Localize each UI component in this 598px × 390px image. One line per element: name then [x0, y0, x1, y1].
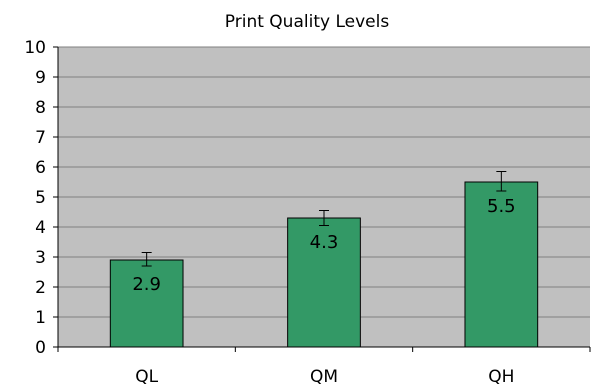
x-category-label: QH: [488, 367, 514, 387]
bar: [109, 259, 184, 348]
bars: 2.9 4.3 5.5: [109, 171, 539, 348]
bar: [464, 181, 539, 348]
chart-title: Print Quality Levels: [225, 12, 390, 32]
y-tick-label: 9: [35, 68, 46, 88]
y-tick-label: 0: [35, 338, 46, 358]
y-tick-label: 7: [35, 128, 46, 148]
x-axis-ticks: QL QM QH: [57, 347, 591, 387]
x-category-label: QM: [310, 367, 338, 387]
y-tick-label: 6: [35, 158, 46, 178]
y-tick-label: 3: [35, 248, 46, 268]
bar-value-label: 4.3: [310, 232, 339, 253]
error-bar: [319, 210, 329, 226]
y-tick-label: 4: [35, 218, 46, 238]
error-bar: [141, 252, 152, 267]
x-category-label: QL: [135, 367, 158, 387]
error-bar: [496, 171, 507, 192]
y-tick-label: 5: [35, 188, 46, 208]
y-tick-label: 2: [35, 278, 46, 298]
y-tick-label: 8: [35, 98, 46, 118]
y-tick-label: 1: [35, 308, 46, 328]
y-axis-ticks: 0 1 2 3 4 5 6 7 8 9 10: [24, 38, 58, 358]
bar-value-label: 5.5: [487, 196, 516, 217]
bar-value-label: 2.9: [132, 274, 161, 295]
y-tick-label: 10: [24, 38, 46, 58]
